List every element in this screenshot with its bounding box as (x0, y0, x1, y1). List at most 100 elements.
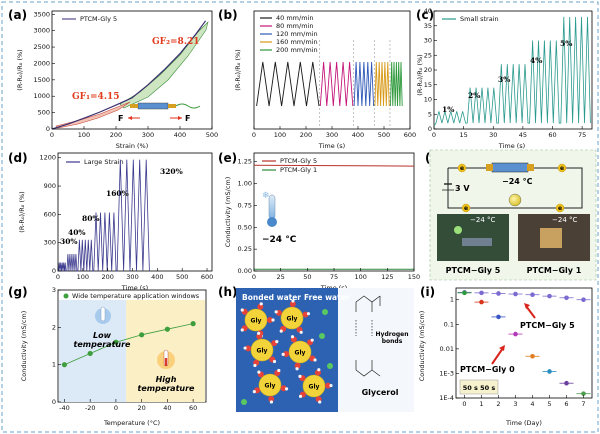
inset-box (459, 379, 499, 395)
water-molecule (280, 385, 287, 392)
photo-caption: PTCM−Gly 5 (446, 266, 501, 275)
data-point (547, 293, 552, 299)
series-line (390, 61, 403, 107)
strain-annotation: 2% (468, 91, 480, 100)
gly-label: Gly (257, 348, 268, 355)
strain-annotation: 4% (530, 56, 542, 65)
y-axis-label: Conductivity (mS/cm) (20, 311, 28, 382)
hydrogen-atom (257, 331, 261, 335)
data-point (513, 291, 518, 297)
x-tick-label: 7 (581, 400, 585, 408)
y-axis-label: Conductivity (mS/cm) (224, 177, 232, 248)
x-tick-label: 3 (513, 400, 517, 408)
hydrogen-atom (318, 400, 322, 404)
panel-g: (g) Wide temperature application windows… (8, 285, 207, 427)
series-line (374, 61, 390, 107)
x-tick-label: 20 (138, 404, 146, 412)
y-tick-label: 1E-3 (439, 369, 454, 377)
hydrogen-atom (243, 346, 247, 350)
legend-label: 40 mm/min (276, 14, 313, 22)
y-tick-label: 3000 (33, 27, 50, 35)
legend-label: 200 mm/min (276, 46, 318, 54)
hydrogen-atom (269, 400, 274, 404)
photo-temperature: −24 °C (470, 216, 495, 224)
x-tick-label: 150 (408, 273, 420, 281)
x-tick-label: 0 (432, 131, 436, 139)
y-axis-label: (R-R₀)/R₀ (%) (16, 49, 24, 90)
x-tick-label: 400 (151, 273, 163, 281)
y-tick-label: 0 (428, 125, 432, 133)
hydrogen-atom (310, 338, 314, 342)
y-tick-label: 25 (424, 51, 432, 59)
panel-label: (a) (8, 8, 27, 22)
water-molecule (294, 362, 301, 369)
data-point (462, 290, 467, 296)
hydrogen-atom (272, 359, 277, 364)
x-tick-label: 0 (56, 273, 60, 281)
series-line (51, 20, 207, 130)
strain-annotation: 5% (560, 39, 572, 48)
data-point (547, 369, 552, 374)
panel-label: (b) (218, 8, 238, 22)
hydrogen-atom (284, 387, 289, 391)
gly0-annotation: PTCM−Gly 0 (460, 365, 515, 374)
gly-label: Gly (251, 318, 262, 325)
gf2-label: GF₂=8.21 (152, 37, 199, 47)
x-axis-label: Time (s) (318, 142, 345, 150)
water-molecule (267, 317, 273, 323)
x-tick-label: 4 (530, 400, 534, 408)
water-molecule (289, 301, 296, 308)
water-molecule (256, 333, 263, 340)
bulb-on-icon (454, 226, 462, 234)
x-tick-label: -20 (85, 404, 96, 412)
x-tick-label: 300 (126, 273, 138, 281)
water-molecule (324, 382, 331, 389)
x-tick-label: 0 (252, 131, 256, 139)
gly5-annotation: PTCM−Gly 5 (520, 321, 575, 330)
y-tick-label: 1.25 (238, 158, 252, 166)
data-point (564, 295, 569, 301)
panel-i: (i) PTCM−Gly 5 PTCM−Gly 0 50 s 50 s 0 1 2 3… (418, 285, 593, 427)
x-tick-label: 75 (330, 273, 338, 281)
data-point (530, 353, 535, 359)
y-tick-label: 2 (52, 323, 56, 331)
free-water-molecule (241, 399, 247, 405)
hydrogen-atom (240, 328, 244, 332)
high-temperature-label: High temperature (138, 375, 196, 393)
gly-label: Gly (309, 384, 320, 391)
x-tick-label: 6 (564, 400, 568, 408)
free-water-molecule (327, 363, 333, 369)
data-point (61, 362, 68, 368)
x-tick-label: 0 (462, 400, 466, 408)
x-tick-label: 500 (176, 273, 188, 281)
x-tick-label: 15 (459, 131, 467, 139)
hydrogen-atom (295, 367, 299, 371)
panel-c: (c) Small strain 1% 2% 3% 4% 5% 0 15 30 45 60 75 0 5… (416, 7, 593, 150)
y-tick-label: 2500 (33, 43, 50, 51)
y-tick-label: 3 (52, 286, 56, 294)
legend-label: Large Strain (84, 158, 124, 166)
data-point (113, 339, 119, 345)
hydrogen-atom (329, 383, 333, 388)
electron-label: e (558, 205, 562, 212)
temperature-label: −24 °C (262, 235, 297, 245)
x-tick-label: 300 (142, 131, 154, 139)
y-tick-label: 0.50 (238, 223, 252, 231)
glycerol-molecule (288, 340, 312, 364)
free-water-molecule (319, 333, 325, 339)
x-tick-label: 400 (352, 131, 364, 139)
panel-label: (e) (218, 151, 237, 165)
hydrogen-atom (298, 374, 302, 378)
y-tick-label: 0 (52, 398, 56, 406)
y-tick-label: 1.00 (238, 180, 252, 188)
hydrogen-atom (299, 330, 303, 334)
y-tick-label: 0 (52, 267, 56, 275)
x-tick-label: 200 (101, 273, 113, 281)
y-tick-label: 30 (424, 37, 432, 45)
hot-thermometer-icon (157, 349, 175, 369)
arrow-icon (525, 305, 536, 319)
low-temperature-zone (59, 300, 127, 402)
strain-annotation: 30% (60, 237, 78, 246)
legend-label: Wide temperature application windows (72, 292, 200, 300)
